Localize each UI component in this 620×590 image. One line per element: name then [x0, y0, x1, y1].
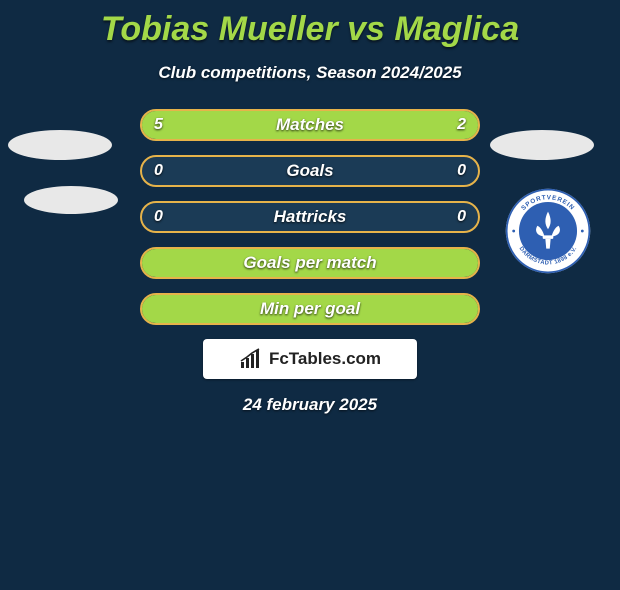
stat-row-hattricks: 0 Hattricks 0	[140, 201, 480, 233]
stat-row-min-per-goal: Min per goal	[140, 293, 480, 325]
branding-badge: FcTables.com	[203, 339, 417, 379]
stat-row-goals: 0 Goals 0	[140, 155, 480, 187]
stat-row-matches: 5 Matches 2	[140, 109, 480, 141]
stat-label: Matches	[140, 109, 480, 141]
date-label: 24 february 2025	[0, 395, 620, 415]
stat-label: Goals per match	[140, 247, 480, 279]
stat-row-goals-per-match: Goals per match	[140, 247, 480, 279]
page-title: Tobias Mueller vs Maglica	[0, 10, 620, 49]
stat-label: Hattricks	[140, 201, 480, 233]
stat-value-right: 0	[457, 201, 466, 233]
stats-area: 5 Matches 2 0 Goals 0 0 Hattricks 0 Goal…	[0, 109, 620, 325]
branding-text: FcTables.com	[269, 349, 381, 369]
stat-value-right: 0	[457, 155, 466, 187]
stat-value-right: 2	[457, 109, 466, 141]
stat-label: Goals	[140, 155, 480, 187]
stat-label: Min per goal	[140, 293, 480, 325]
subtitle: Club competitions, Season 2024/2025	[0, 63, 620, 83]
chart-icon	[239, 348, 263, 370]
